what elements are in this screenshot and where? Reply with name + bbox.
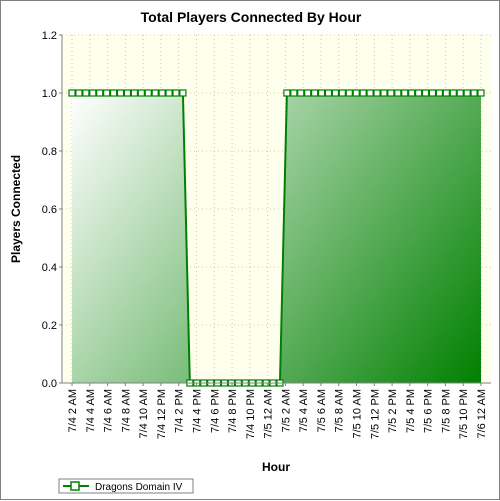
data-point [82,89,90,97]
data-point [463,89,471,97]
x-tick-label: 7/4 2 PM [174,389,186,433]
x-tick-label: 7/5 10 AM [352,389,364,439]
x-tick-label: 7/4 6 AM [103,389,115,432]
x-tick-label: 7/6 12 AM [476,389,488,439]
data-point [359,89,367,97]
data-point [331,89,340,97]
x-tick-label: 7/5 6 PM [423,389,435,433]
legend-marker-swatch [70,481,80,491]
data-point [338,89,346,97]
x-axis-ticks: 7/4 2 AM 7/4 4 AM 7/4 6 AM 7/4 8 AM 7/4 10 A… [67,383,488,439]
data-point [130,89,138,97]
x-tick-label: 7/4 10 PM [245,389,257,439]
y-tick-label: 0.8 [42,146,57,158]
y-tick-label: 0.2 [42,320,57,332]
series-area [72,93,481,383]
data-point [435,89,444,97]
data-point [158,89,166,97]
data-point [290,89,298,97]
data-point [151,89,159,97]
x-tick-label: 7/4 4 AM [85,389,97,432]
data-point [366,89,374,97]
data-point [324,89,333,97]
x-tick-label: 7/4 10 AM [138,389,150,439]
x-tick-label: 7/5 4 AM [298,389,310,432]
data-point [165,89,173,97]
data-point [297,89,305,97]
data-point [144,89,152,97]
x-tick-label: 7/5 12 AM [263,389,275,439]
x-tick-label: 7/5 2 AM [280,389,292,432]
legend-box [58,478,194,494]
data-point [345,89,353,97]
x-tick-label: 7/5 8 PM [440,389,452,433]
y-tick-label: 0.6 [42,204,57,216]
data-point [103,89,111,97]
x-tick-label: 7/4 8 PM [227,389,239,433]
data-point [387,89,395,97]
x-tick-label: 7/5 2 PM [387,389,399,433]
legend: Dragons Domain IV [58,478,194,494]
y-tick-label: 1.2 [42,30,57,42]
y-axis-ticks: 0.0 0.2 0.4 0.6 0.8 1.0 1.2 [42,30,62,390]
data-point [449,89,457,97]
data-point [456,89,464,97]
data-point [477,89,485,97]
data-point [89,89,97,97]
data-point [317,89,326,97]
y-axis-label: Players Connected [9,155,23,263]
data-point [394,89,402,97]
data-point [283,89,291,97]
data-point [137,89,145,97]
data-point [373,89,381,97]
data-point [304,89,312,97]
data-point [470,89,478,97]
data-point [428,89,437,97]
data-point [68,89,76,97]
x-tick-label: 7/5 6 AM [316,389,328,432]
y-tick-label: 0.4 [42,262,57,274]
data-point [116,89,125,97]
y-tick-label: 0.0 [42,378,57,390]
data-point [109,89,118,97]
data-point [96,89,104,97]
data-point [172,89,180,97]
data-point [311,89,319,97]
area-layer [72,93,481,383]
data-point [421,89,430,97]
x-tick-label: 7/5 10 PM [458,389,470,439]
data-point [408,89,416,97]
data-point [380,89,388,97]
x-tick-label: 7/4 4 PM [191,389,203,433]
data-point [401,89,409,97]
x-tick-label: 7/5 4 PM [405,389,417,433]
data-point [123,89,132,97]
x-tick-label: 7/4 8 AM [120,389,132,432]
data-point [75,89,83,97]
data-point [352,89,360,97]
x-tick-label: 7/4 6 PM [209,389,221,433]
data-point [179,89,187,97]
data-point [442,89,450,97]
legend-series-name: Dragons Domain IV [95,482,183,493]
x-tick-label: 7/4 2 AM [67,389,79,432]
x-axis-label: Hour [262,460,290,474]
y-tick-label: 1.0 [42,88,57,100]
chart-title: Total Players Connected By Hour [141,9,362,25]
x-tick-label: 7/5 8 AM [334,389,346,432]
x-tick-label: 7/4 12 PM [156,389,168,439]
x-tick-label: 7/5 12 PM [369,389,381,439]
data-point [415,89,423,97]
